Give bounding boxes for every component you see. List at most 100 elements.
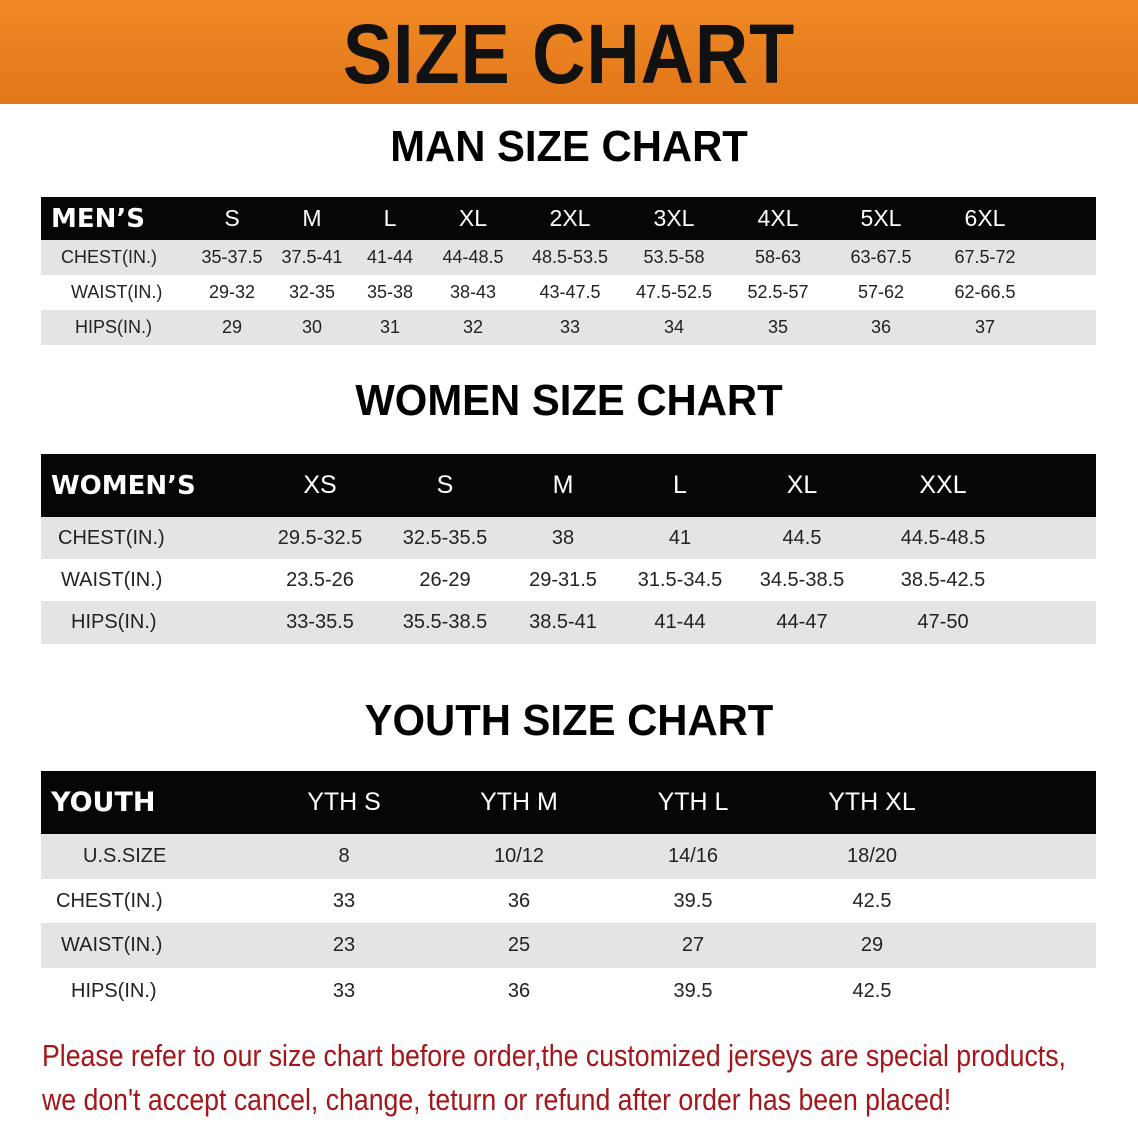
- size-column-header: 4XL: [757, 205, 799, 231]
- title-banner: SIZE CHART: [0, 0, 1138, 104]
- measurement-value: 33: [559, 317, 581, 337]
- table-header-label: MEN’S: [51, 203, 145, 234]
- measurement-value: 35-38: [366, 282, 414, 302]
- measurement-value: 41-44: [366, 247, 414, 267]
- size-column-header: 2XL: [549, 205, 591, 231]
- youth-section-title: YOUTH SIZE CHART: [364, 696, 774, 745]
- measurement-label: HIPS(IN.): [71, 611, 157, 633]
- table-row: WAIST(IN.) 23 25 27 29: [41, 923, 1096, 968]
- measurement-value: 33: [332, 979, 356, 1002]
- size-column-header: L: [673, 471, 687, 499]
- measurement-value: 29: [860, 934, 884, 956]
- table-row: CHEST(IN.) 33 36 39.5 42.5: [41, 879, 1096, 923]
- measurement-value: 32-35: [288, 282, 336, 302]
- measurement-value: 38.5-41: [529, 611, 597, 633]
- measurement-value: 35-37.5: [201, 247, 263, 267]
- measurement-label: CHEST(IN.): [61, 247, 157, 267]
- measurement-value: 34.5-38.5: [759, 568, 845, 591]
- size-column-header: XS: [303, 471, 337, 499]
- measurement-value: 14/16: [667, 845, 719, 867]
- size-column-header: 5XL: [860, 205, 902, 231]
- measurement-value: 37.5-41: [281, 247, 343, 267]
- measurement-value: 38: [551, 526, 575, 549]
- table-row: HIPS(IN.) 33 36 39.5 42.5: [41, 968, 1096, 1014]
- size-column-header: XL: [786, 471, 818, 499]
- table-row: WAIST(IN.) 29-32 32-35 35-38 38-43 43-47.5 47.…: [41, 275, 1096, 310]
- measurement-label: WAIST(IN.): [71, 282, 163, 302]
- size-column-header: S: [436, 471, 454, 499]
- measurement-value: 44.5: [782, 526, 822, 549]
- measurement-value: 23.5-26: [286, 568, 354, 591]
- size-column-header: XL: [458, 205, 488, 231]
- measurement-value: 44-48.5: [442, 247, 504, 267]
- table-header-row: WOMEN’S XS S M L XL XXL: [41, 454, 1096, 517]
- size-column-header: 3XL: [653, 205, 695, 231]
- size-column-header: YTH S: [307, 788, 381, 816]
- women-size-table: WOMEN’S XS S M L XL XXL CHEST(IN.) 29.5-32.5 32.5…: [41, 454, 1096, 644]
- measurement-label: WAIST(IN.): [61, 934, 163, 956]
- measurement-value: 47.5-52.5: [635, 282, 713, 302]
- measurement-label: HIPS(IN.): [75, 317, 153, 337]
- measurement-value: 53.5-58: [643, 247, 705, 267]
- measurement-label: HIPS(IN.): [71, 979, 157, 1002]
- measurement-value: 8: [338, 845, 350, 867]
- table-row: HIPS(IN.) 33-35.5 35.5-38.5 38.5-41 41-44 44-…: [41, 601, 1096, 644]
- measurement-value: 36: [507, 889, 531, 912]
- measurement-value: 33-35.5: [286, 611, 354, 633]
- measurement-value: 42.5: [852, 979, 892, 1002]
- measurement-value: 63-67.5: [850, 247, 912, 267]
- measurement-value: 35.5-38.5: [402, 611, 488, 633]
- men-section-title: MAN SIZE CHART: [390, 122, 748, 171]
- measurement-value: 57-62: [857, 282, 905, 302]
- measurement-value: 38.5-42.5: [900, 568, 986, 591]
- measurement-value: 43-47.5: [539, 282, 601, 302]
- measurement-value: 29-32: [208, 282, 256, 302]
- measurement-label: CHEST(IN.): [58, 526, 165, 549]
- size-column-header: M: [302, 205, 322, 231]
- measurement-value: 23: [332, 934, 356, 956]
- table-row: CHEST(IN.) 35-37.5 37.5-41 41-44 44-48.5 48.5…: [41, 240, 1096, 275]
- measurement-value: 52.5-57: [747, 282, 809, 302]
- measurement-value: 33: [332, 889, 356, 912]
- measurement-value: 62-66.5: [954, 282, 1016, 302]
- measurement-value: 30: [301, 317, 323, 337]
- size-column-header: YTH M: [480, 788, 558, 816]
- measurement-value: 41: [668, 526, 692, 549]
- measurement-label: WAIST(IN.): [61, 568, 163, 591]
- table-header-label: WOMEN’S: [51, 470, 196, 501]
- measurement-value: 27: [681, 934, 705, 956]
- measurement-value: 25: [507, 934, 531, 956]
- size-column-header: M: [552, 471, 574, 499]
- measurement-value: 47-50: [917, 611, 969, 633]
- measurement-value: 35: [767, 317, 789, 337]
- youth-size-table: YOUTH YTH S YTH M YTH L YTH XL U.S.SIZE 8 10/12…: [41, 771, 1096, 1014]
- table-row: WAIST(IN.) 23.5-26 26-29 29-31.5 31.5-34.5 34…: [41, 559, 1096, 601]
- measurement-value: 29-31.5: [529, 568, 597, 591]
- measurement-value: 38-43: [449, 282, 497, 302]
- measurement-value: 41-44: [654, 611, 706, 633]
- measurement-value: 36: [507, 979, 531, 1002]
- notice-line-2: we don't accept cancel, change, teturn o…: [42, 1082, 952, 1117]
- measurement-value: 58-63: [754, 247, 802, 267]
- measurement-value: 31: [379, 317, 401, 337]
- measurement-value: 37: [974, 317, 996, 337]
- measurement-value: 34: [663, 317, 685, 337]
- measurement-value: 39.5: [673, 979, 713, 1002]
- notice-line-1: Please refer to our size chart before or…: [42, 1038, 1066, 1073]
- table-row: U.S.SIZE 8 10/12 14/16 18/20: [41, 834, 1096, 879]
- women-section-title: WOMEN SIZE CHART: [355, 376, 783, 425]
- size-column-header: S: [224, 205, 240, 231]
- size-column-header: L: [383, 205, 397, 231]
- measurement-value: 32: [462, 317, 484, 337]
- table-header-label: YOUTH: [51, 787, 156, 818]
- measurement-label: U.S.SIZE: [83, 845, 167, 867]
- size-column-header: 6XL: [964, 205, 1006, 231]
- size-column-header: YTH XL: [828, 788, 916, 816]
- measurement-value: 42.5: [852, 889, 892, 912]
- measurement-value: 39.5: [673, 889, 713, 912]
- measurement-value: 18/20: [846, 845, 898, 867]
- men-size-table: MEN’S S M L XL 2XL 3XL 4XL 5XL 6XL CHEST(IN.) 35-37…: [41, 197, 1096, 345]
- measurement-value: 31.5-34.5: [637, 568, 723, 591]
- measurement-value: 44.5-48.5: [900, 526, 986, 549]
- measurement-value: 26-29: [419, 568, 471, 591]
